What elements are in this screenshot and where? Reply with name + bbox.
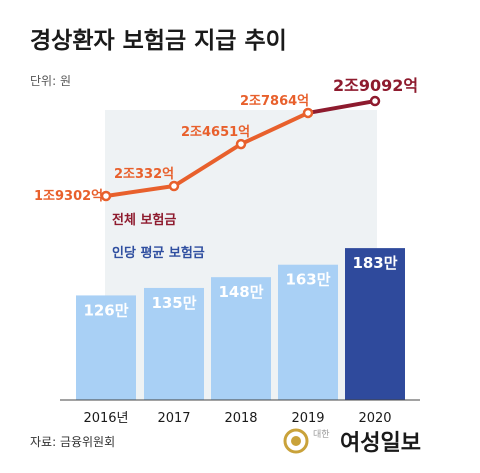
brand-small: 대한 — [313, 429, 330, 440]
brand-emblem-core-icon — [291, 436, 301, 446]
bar-value-label: 135만 — [151, 294, 196, 312]
line-point — [235, 138, 247, 150]
line-value-label: 2조7864억 — [240, 94, 309, 109]
x-tick-label: 2019 — [291, 411, 324, 426]
line-labels-group: 1조9302억 2조332억 2조4651억 2조7864억 2조9092억 — [34, 76, 418, 204]
x-tick-label: 2018 — [224, 411, 257, 426]
x-tick-label: 2020 — [358, 411, 391, 426]
bar — [211, 277, 271, 400]
unit-label: 단위: 원 — [30, 74, 71, 88]
bar — [345, 248, 405, 400]
x-tick-label: 2017 — [157, 411, 190, 426]
x-tick-label: 2016년 — [83, 411, 128, 426]
bar — [144, 287, 204, 400]
bar-labels-group: 126만 135만 148만 163만 183만 — [83, 254, 397, 319]
line-point — [302, 107, 314, 119]
line-point — [168, 180, 180, 192]
bar — [278, 264, 338, 400]
brand-emblem-icon — [283, 428, 309, 454]
brand-logo: 대한 여성일보 — [283, 428, 421, 456]
line-series — [104, 110, 310, 198]
bar-value-label: 183만 — [352, 254, 397, 272]
bar-value-label: 126만 — [83, 301, 128, 319]
bars-group — [76, 248, 405, 400]
line-series-name: 전체 보험금 — [112, 212, 176, 228]
bar-value-label: 148만 — [218, 283, 263, 301]
line-point — [369, 95, 381, 107]
bar-value-label: 163만 — [285, 271, 330, 289]
line-series-last-segment — [306, 99, 377, 115]
source-label: 자료: 금융위원회 — [30, 435, 115, 449]
line-panel — [105, 110, 377, 238]
line-series-group — [100, 95, 381, 202]
line-value-label: 2조4651억 — [181, 125, 250, 140]
bar-series-name: 인당 평균 보험금 — [112, 245, 205, 261]
bar — [76, 295, 136, 400]
line-value-label: 1조9302억 — [34, 189, 103, 204]
x-ticks-group: 2016년 2017 2018 2019 2020 — [83, 411, 391, 426]
line-value-label: 2조9092억 — [333, 76, 418, 95]
chart-title: 경상환자 보험금 지급 추이 — [30, 28, 287, 54]
line-value-label: 2조332억 — [114, 167, 174, 182]
line-point — [100, 190, 112, 202]
brand-name: 여성일보 — [340, 431, 421, 456]
